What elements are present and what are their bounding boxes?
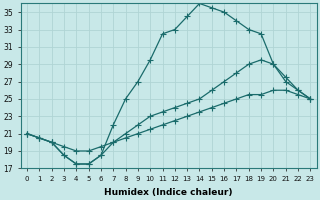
X-axis label: Humidex (Indice chaleur): Humidex (Indice chaleur) xyxy=(104,188,233,197)
